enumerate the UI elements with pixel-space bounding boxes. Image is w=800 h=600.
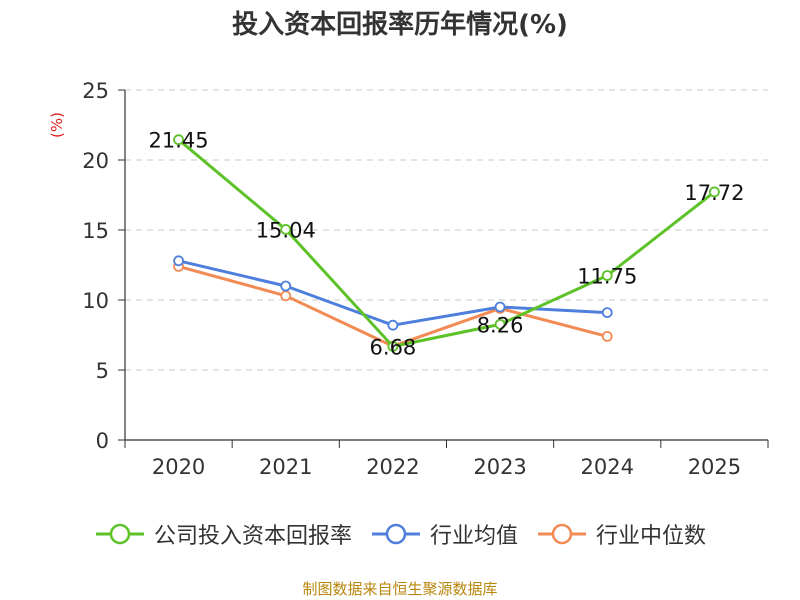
- x-tick-label: 2024: [581, 455, 634, 479]
- data-point-s0-0: [173, 134, 184, 146]
- x-tick-label: 2023: [473, 455, 526, 479]
- data-point-s1-1: [280, 280, 292, 292]
- x-tick-label: 2022: [366, 455, 419, 479]
- data-label: 6.68: [370, 335, 417, 359]
- x-tick-label: 2020: [152, 455, 205, 479]
- series-lines: [173, 134, 720, 352]
- legend-label: 公司投入资本回报率: [153, 524, 352, 549]
- y-tick-label: 25: [82, 79, 109, 103]
- legend-item-1[interactable]: 行业均值: [370, 518, 518, 550]
- data-point-s1-3: [494, 301, 506, 313]
- y-tick-label: 10: [82, 289, 109, 313]
- legend-swatch-icon: [95, 523, 144, 545]
- y-tick-label: 15: [82, 219, 109, 243]
- legend-item-0[interactable]: 公司投入资本回报率: [94, 518, 352, 550]
- x-tick-label: 2021: [259, 455, 312, 479]
- legend-swatch-icon: [371, 523, 420, 545]
- y-tick-label: 20: [82, 149, 109, 173]
- series-line-0: [177, 138, 716, 348]
- data-label: 11.75: [577, 265, 637, 289]
- data-label: 21.45: [149, 129, 209, 153]
- source-note: 制图数据来自恒生聚源数据库: [302, 580, 498, 598]
- grid-lines: [125, 89, 768, 371]
- legend-label: 行业中位数: [596, 524, 707, 549]
- legend: 公司投入资本回报率 行业均值 行业中位数: [0, 518, 800, 550]
- data-point-s1-4: [601, 307, 613, 319]
- data-point-s0-5: [709, 186, 720, 198]
- series-line-1: [178, 259, 608, 327]
- legend-swatch-icon: [538, 523, 586, 545]
- y-axis-unit-label: (%): [48, 112, 66, 138]
- data-label: 8.26: [477, 313, 524, 337]
- data-label: 17.72: [684, 181, 744, 205]
- data-point-s0-2: [387, 341, 399, 352]
- chart-title: 投入资本回报率历年情况(%): [232, 10, 568, 40]
- legend-label: 行业均值: [429, 524, 518, 549]
- data-point-s0-1: [280, 224, 292, 235]
- legend-item-2[interactable]: 行业中位数: [536, 518, 706, 550]
- data-point-s1-0: [173, 255, 184, 267]
- data-point-s0-3: [494, 318, 506, 330]
- y-tick-label: 5: [96, 359, 109, 383]
- data-point-s0-4: [601, 270, 613, 281]
- data-labels: 21.45 15.04 6.68 8.26 11.75 17.72: [149, 129, 745, 360]
- data-point-s2-4: [601, 330, 613, 342]
- y-tick-label: 0: [96, 429, 109, 453]
- data-label: 15.04: [256, 218, 316, 242]
- data-point-s2-1: [280, 290, 292, 302]
- data-point-s1-2: [387, 319, 399, 331]
- x-tick-label: 2025: [688, 455, 741, 479]
